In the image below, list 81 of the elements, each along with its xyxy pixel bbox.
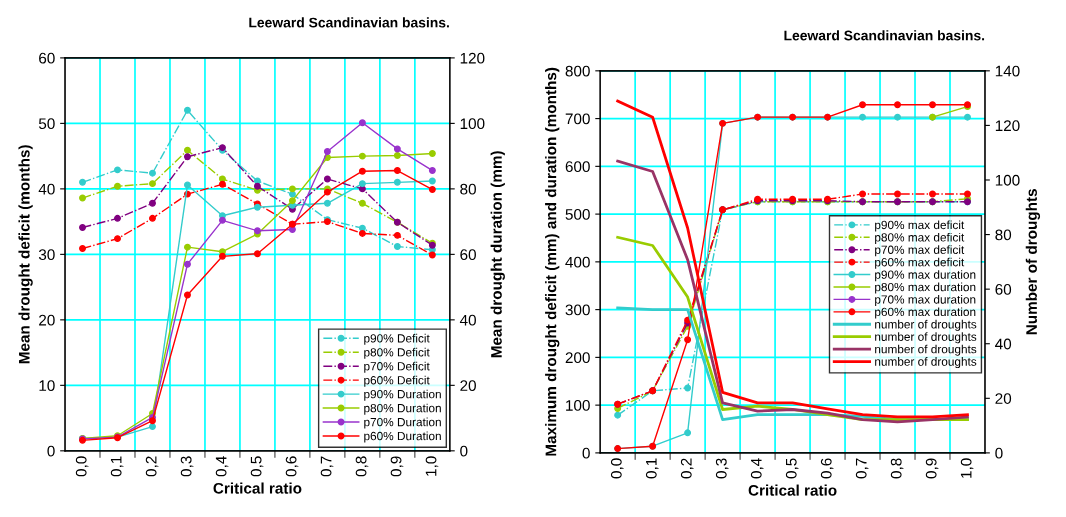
x-tick-label: 0,9	[925, 458, 939, 479]
y2-tick-label: 60	[995, 284, 1012, 295]
y2-tick-label: 120	[460, 52, 485, 64]
x-tick-label: 0,0	[610, 458, 624, 479]
legend-label: p90% max duration	[875, 270, 976, 282]
y-tick-label: 100	[566, 400, 590, 411]
y-tick-label: 30	[38, 249, 55, 261]
chart-title: Leeward Scandinavian basins.	[249, 17, 449, 28]
y-tick-label: 500	[565, 208, 590, 220]
y-tick-label: 700	[565, 113, 590, 125]
y2-tick-label: 0	[995, 447, 1003, 459]
x-tick-label: 0,1	[110, 456, 124, 477]
legend-label: p90% Duration	[364, 389, 441, 401]
legend-label: p60% Deficit	[364, 375, 430, 387]
y2-tick-label: 60	[460, 249, 476, 261]
x-tick-label: 0,5	[250, 456, 264, 477]
x-tick-label: 0,7	[320, 456, 334, 477]
x-tick-label: 0,2	[145, 456, 159, 477]
legend-label: number of droughts	[875, 344, 977, 356]
y-tick-label: 800	[565, 65, 590, 77]
y-tick-label: 60	[39, 52, 55, 64]
y2-tick-label: 80	[460, 183, 476, 195]
x-tick-label: 0,3	[180, 456, 194, 477]
y-tick-label: 200	[565, 352, 590, 364]
x-axis-title: Critical ratio	[213, 482, 302, 494]
y-tick-label: 0	[582, 447, 590, 459]
y2-tick-label: 40	[995, 338, 1012, 350]
x-tick-label: 1,0	[960, 458, 974, 478]
y-axis-title: Mean drought deficit (months)	[18, 145, 33, 364]
x-tick-label: 0,4	[215, 456, 229, 477]
y2-axis-title: Number of droughts	[1025, 189, 1041, 335]
legend-label: p80% Duration	[364, 403, 441, 415]
y2-tick-label: 20	[995, 393, 1012, 404]
y2-tick-label: 100	[995, 174, 1020, 186]
y2-axis-title: Mean drought duration (mm)	[490, 151, 505, 358]
legend-label: p90% max deficit	[875, 220, 965, 232]
y2-tick-label: 20	[460, 380, 476, 392]
x-tick-label: 0,9	[390, 456, 404, 477]
y-tick-label: 600	[565, 161, 590, 173]
y2-tick-label: 80	[995, 229, 1012, 241]
y-tick-label: 0	[47, 445, 55, 457]
x-tick-label: 0,1	[645, 458, 659, 479]
legend-label: p70% max deficit	[875, 245, 965, 257]
legend-label: p80% max deficit	[875, 232, 965, 244]
y-axis-title: Maximum drought deficit (mm) and duration (months)	[545, 67, 560, 456]
x-tick-label: 1,0	[425, 456, 439, 476]
y-tick-label: 300	[565, 304, 590, 316]
x-tick-label: 0,6	[820, 458, 834, 479]
legend-label: p80% Deficit	[364, 347, 430, 359]
legend-label: number of droughts	[875, 332, 977, 344]
y-tick-label: 10	[39, 380, 55, 392]
legend-label: p60% Duration	[364, 431, 441, 443]
legend-label: p70% Duration	[364, 417, 441, 429]
y-tick-label: 50	[38, 118, 55, 130]
y-tick-label: 20	[39, 314, 55, 326]
x-tick-label: 0,0	[75, 456, 89, 477]
x-tick-label: 0,5	[785, 458, 799, 479]
chart-title: Leeward Scandinavian basins.	[784, 30, 985, 41]
legend-label: p70% max duration	[875, 294, 976, 306]
legend-label: p90% Deficit	[364, 333, 430, 345]
x-tick-label: 0,7	[855, 458, 869, 479]
y2-tick-label: 100	[460, 118, 485, 130]
y2-tick-label: 140	[995, 65, 1020, 77]
legend-label: number of droughts	[875, 319, 977, 331]
x-tick-label: 0,8	[890, 458, 904, 479]
legend-label: p80% max duration	[875, 282, 976, 294]
y2-tick-label: 0	[460, 445, 468, 457]
y2-tick-label: 40	[459, 314, 476, 326]
x-tick-label: 0,4	[750, 458, 764, 479]
x-axis-title: Critical ratio	[748, 484, 837, 496]
y-tick-label: 40	[38, 183, 55, 195]
x-tick-label: 0,8	[355, 456, 369, 477]
legend-label: p70% Deficit	[364, 361, 430, 373]
legend-label: p60% max deficit	[875, 257, 965, 269]
legend-label: p60% max duration	[875, 307, 976, 319]
x-tick-label: 0,3	[715, 458, 729, 479]
x-tick-label: 0,6	[285, 456, 299, 477]
y-tick-label: 400	[565, 256, 590, 268]
y2-tick-label: 120	[995, 120, 1020, 132]
x-tick-label: 0,2	[680, 458, 694, 479]
legend-label: number of droughts	[875, 357, 977, 369]
